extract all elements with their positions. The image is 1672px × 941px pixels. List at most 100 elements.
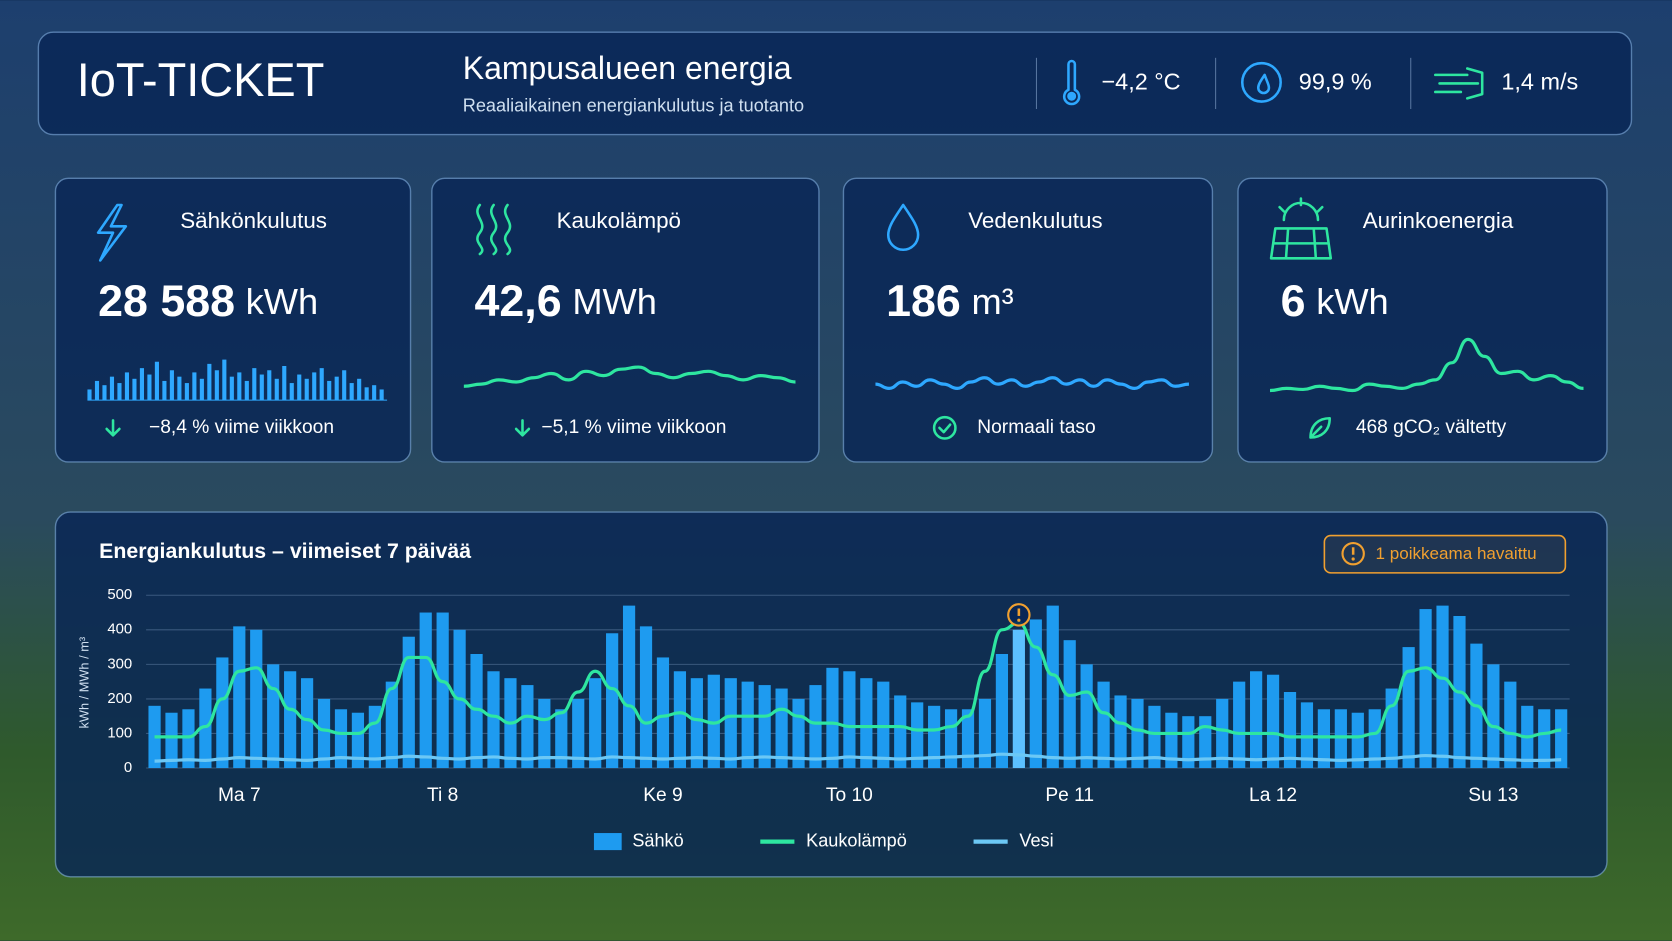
bar xyxy=(199,688,212,769)
x-tick-label: Ke 9 xyxy=(643,785,682,806)
sparkline-bar xyxy=(252,368,257,401)
bar xyxy=(284,671,297,769)
sparkline-bar xyxy=(244,380,249,401)
bar xyxy=(944,709,958,769)
bar xyxy=(639,626,653,769)
bar xyxy=(707,674,720,769)
subtitle: Reaaliaikainen energiankulutus ja tuotan… xyxy=(463,96,804,116)
y-axis-label: kWh / MWh / m³ xyxy=(77,637,92,729)
sparkline-bar xyxy=(319,368,324,401)
lightning-icon xyxy=(96,203,128,262)
bar xyxy=(1097,681,1110,769)
card xyxy=(431,177,820,463)
wind-icon xyxy=(1433,67,1484,100)
bar xyxy=(1114,695,1127,769)
card-note: Normaali taso xyxy=(977,417,1095,438)
alert-text: 1 poikkeama havaittu xyxy=(1376,544,1537,563)
bar xyxy=(1283,691,1297,769)
sparkline-bar xyxy=(192,372,197,401)
sparkline-bar xyxy=(327,380,332,401)
bar xyxy=(826,667,839,769)
bar xyxy=(809,685,822,769)
bar xyxy=(860,678,873,769)
sparkline-bar xyxy=(304,378,309,401)
sparkline-bar xyxy=(214,370,219,401)
sparkline-bar xyxy=(379,389,384,401)
bar xyxy=(182,709,195,769)
card-title: Kaukolämpö xyxy=(557,208,681,233)
card-title: Vedenkulutus xyxy=(968,208,1102,233)
bar xyxy=(1250,671,1263,769)
y-tick-label: 300 xyxy=(107,655,132,672)
bar xyxy=(1300,702,1314,769)
sparkline-bar xyxy=(357,378,362,401)
sparkline-bar xyxy=(124,372,130,401)
sparkline-bar xyxy=(229,376,234,401)
sparkline-bar xyxy=(169,370,174,401)
alert-icon xyxy=(1341,541,1365,566)
sparkline-bar xyxy=(139,368,144,401)
bar xyxy=(538,698,551,769)
sparkline xyxy=(1269,337,1584,393)
chart-title: Energiankulutus – viimeiset 7 päivää xyxy=(99,539,471,563)
card-note: −8,4 % viime viikkoon xyxy=(149,417,334,438)
bar xyxy=(1233,681,1246,769)
bar xyxy=(1199,716,1212,769)
down-arrow xyxy=(514,419,531,437)
card-value-group: 28 588 kWh xyxy=(98,276,318,326)
sparkline-bar xyxy=(349,383,354,401)
bar xyxy=(555,709,568,769)
card-unit: m³ xyxy=(971,281,1013,322)
bar xyxy=(1538,709,1551,769)
card-value: 186 xyxy=(886,276,961,326)
solar-icon xyxy=(1269,197,1333,260)
sparkline-bar xyxy=(297,374,302,401)
bar xyxy=(911,702,924,769)
bar xyxy=(1046,605,1059,769)
leaf-icon xyxy=(1309,416,1331,439)
bar xyxy=(1487,664,1500,769)
x-tick-label: La 12 xyxy=(1249,785,1297,806)
bar xyxy=(233,626,246,769)
card-value: 28 588 xyxy=(98,276,235,326)
card xyxy=(842,177,1214,463)
bar xyxy=(1402,647,1415,769)
bar xyxy=(1436,605,1449,769)
sparkline-bar xyxy=(237,372,242,401)
bar xyxy=(894,695,907,769)
header-panel xyxy=(37,31,1633,136)
bar xyxy=(1131,698,1144,769)
alert-box[interactable] xyxy=(1323,534,1567,574)
humidity-icon xyxy=(1240,61,1282,103)
bar xyxy=(928,705,941,769)
y-tick-label: 0 xyxy=(124,759,132,776)
sparkline-bar xyxy=(94,380,100,401)
sparkline-bar xyxy=(267,370,272,401)
card-unit: kWh xyxy=(246,281,319,322)
sparkline-bar xyxy=(154,361,159,401)
bar xyxy=(656,657,670,769)
sparkline xyxy=(875,376,1189,390)
bar xyxy=(741,681,754,769)
sparkline-bar xyxy=(222,359,227,401)
sparkline-bar xyxy=(109,376,115,401)
bar xyxy=(487,671,500,769)
card-note: −5,1 % viime viikkoon xyxy=(541,417,726,438)
anomaly-marker xyxy=(1007,603,1031,627)
bar xyxy=(419,612,432,769)
bar xyxy=(673,671,687,769)
bar xyxy=(1334,709,1347,769)
sparkline-bar xyxy=(312,372,317,401)
bar xyxy=(1080,664,1093,769)
bar xyxy=(436,612,449,769)
bar xyxy=(1266,674,1280,769)
bar xyxy=(1504,681,1517,769)
title: Kampusalueen energia xyxy=(463,50,792,86)
card-value: 42,6 xyxy=(475,276,562,326)
bar xyxy=(317,698,331,769)
sparkline-bar xyxy=(162,380,167,401)
heat-icon xyxy=(476,203,512,256)
bar xyxy=(978,698,992,769)
